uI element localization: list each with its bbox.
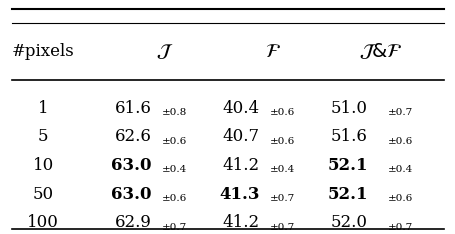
Text: 100: 100 <box>27 214 59 231</box>
Text: ±0.4: ±0.4 <box>270 165 295 174</box>
Text: ±0.7: ±0.7 <box>162 223 187 232</box>
Text: $\mathcal{F}$: $\mathcal{F}$ <box>264 42 280 61</box>
Text: $\mathcal{J}$&$\mathcal{F}$: $\mathcal{J}$&$\mathcal{F}$ <box>359 41 402 61</box>
Text: ±0.6: ±0.6 <box>270 137 295 146</box>
Text: 52.1: 52.1 <box>326 186 367 203</box>
Text: 50: 50 <box>33 186 54 203</box>
Text: 52.1: 52.1 <box>326 157 367 174</box>
Text: ±0.6: ±0.6 <box>162 137 187 146</box>
Text: 10: 10 <box>33 157 54 174</box>
Text: 40.4: 40.4 <box>222 100 259 117</box>
Text: 63.0: 63.0 <box>111 186 151 203</box>
Text: 1: 1 <box>38 100 49 117</box>
Text: ±0.6: ±0.6 <box>162 194 187 203</box>
Text: 61.6: 61.6 <box>114 100 151 117</box>
Text: ±0.4: ±0.4 <box>387 165 412 174</box>
Text: ±0.7: ±0.7 <box>387 223 412 232</box>
Text: ±0.7: ±0.7 <box>270 194 295 203</box>
Text: ±0.7: ±0.7 <box>387 108 412 117</box>
Text: ±0.4: ±0.4 <box>162 165 187 174</box>
Text: ±0.6: ±0.6 <box>387 194 412 203</box>
Text: ±0.8: ±0.8 <box>162 108 187 117</box>
Text: 41.3: 41.3 <box>218 186 259 203</box>
Text: ±0.6: ±0.6 <box>387 137 412 146</box>
Text: 5: 5 <box>38 128 49 146</box>
Text: 52.0: 52.0 <box>330 214 367 231</box>
Text: 41.2: 41.2 <box>222 214 259 231</box>
Text: 51.6: 51.6 <box>330 128 367 146</box>
Text: 41.2: 41.2 <box>222 157 259 174</box>
Text: $\mathcal{J}$: $\mathcal{J}$ <box>156 42 173 61</box>
Text: ±0.7: ±0.7 <box>270 223 295 232</box>
Text: 62.9: 62.9 <box>114 214 151 231</box>
Text: ±0.6: ±0.6 <box>270 108 295 117</box>
Text: 63.0: 63.0 <box>111 157 151 174</box>
Text: 51.0: 51.0 <box>330 100 367 117</box>
Text: #pixels: #pixels <box>12 43 75 60</box>
Text: 40.7: 40.7 <box>222 128 259 146</box>
Text: 62.6: 62.6 <box>114 128 151 146</box>
